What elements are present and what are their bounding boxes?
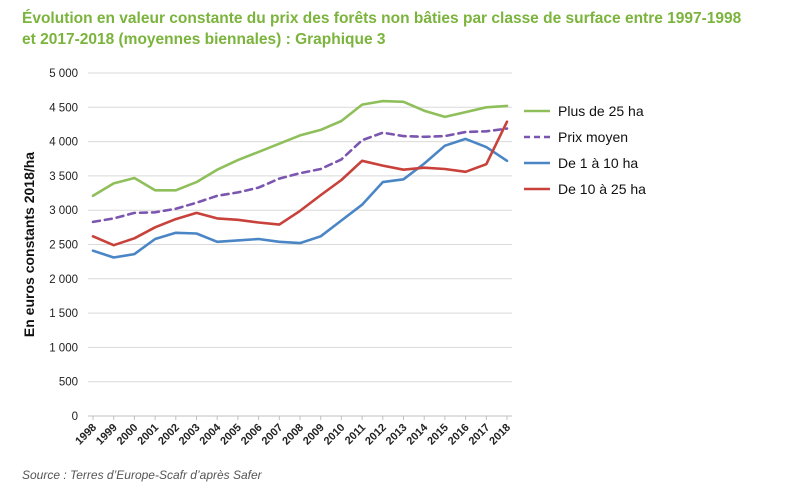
x-tick-label: 2017 (467, 422, 493, 448)
chart-title: Évolution en valeur constante du prix de… (22, 8, 792, 50)
legend-label: De 1 à 10 ha (558, 155, 638, 171)
x-tick-label: 2013 (384, 422, 410, 448)
series-line (91, 127, 509, 224)
x-tick-label: 2007 (260, 422, 286, 448)
y-tick-label: 5 000 (49, 68, 78, 80)
chart-title-line-1: Évolution en valeur constante du prix de… (22, 10, 742, 27)
x-tick-label: 2014 (405, 421, 431, 447)
y-tick-label: 3 000 (49, 205, 78, 217)
x-tick-label: 2011 (343, 422, 368, 447)
legend-label: Plus de 25 ha (558, 103, 644, 119)
x-tick-label: 2004 (198, 421, 224, 447)
y-tick-label: 1 500 (49, 308, 78, 320)
x-tick-label: 2012 (363, 422, 389, 448)
x-tick-label: 2002 (156, 422, 182, 448)
x-tick-label: 2015 (425, 422, 451, 448)
y-axis-label: En euros constants 2018/ha (21, 152, 37, 337)
y-tick-label: 1 000 (49, 342, 78, 354)
legend-label: De 10 à 25 ha (558, 181, 646, 197)
x-tick-label: 2003 (177, 422, 203, 448)
series-line (91, 137, 509, 259)
x-tick-label: 2005 (218, 422, 244, 448)
x-tick-label: 2018 (487, 422, 513, 448)
y-tick-label: 4 500 (49, 102, 78, 114)
chart-title-line-2: et 2017-2018 (moyennes biennales) : Grap… (22, 31, 386, 48)
series-line (91, 120, 509, 247)
x-tick-label: 2008 (280, 422, 306, 448)
y-tick-label: 500 (59, 377, 78, 389)
x-tick-label: 2006 (239, 422, 265, 448)
y-tick-label: 2 500 (49, 240, 78, 252)
line-chart: 0 500 1 000 1 500 2 000 2 500 3 000 3 500 4 000 4… (21, 68, 646, 448)
x-tick-label: 1999 (94, 422, 120, 448)
y-tick-label: 2 000 (49, 274, 78, 286)
series-line (91, 99, 509, 198)
source-note: Source : Terres d’Europe-Scafr d’après S… (22, 468, 262, 482)
y-tick-label: 4 000 (49, 137, 78, 149)
x-tick-label: 2009 (301, 422, 327, 448)
x-tick-label: 2000 (115, 422, 141, 448)
x-tick-label: 2001 (135, 422, 161, 448)
x-tick-label: 2016 (446, 422, 472, 448)
x-tick-label: 1998 (73, 422, 99, 448)
x-tick-label: 2010 (322, 422, 348, 448)
y-tick-label: 0 (72, 411, 78, 423)
legend-label: Prix moyen (558, 129, 628, 145)
y-tick-label: 3 500 (49, 171, 78, 183)
